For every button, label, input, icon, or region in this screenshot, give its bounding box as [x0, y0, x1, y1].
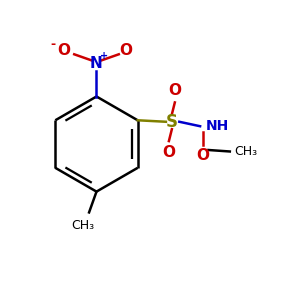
- Text: O: O: [57, 43, 70, 58]
- Text: O: O: [120, 43, 133, 58]
- Text: NH: NH: [206, 119, 229, 133]
- Text: +: +: [100, 51, 108, 62]
- Text: N: N: [90, 56, 103, 71]
- Text: O: O: [196, 148, 210, 164]
- Text: O: O: [162, 146, 176, 160]
- Text: CH₃: CH₃: [72, 219, 95, 232]
- Text: O: O: [168, 83, 181, 98]
- Text: S: S: [166, 113, 178, 131]
- Text: -: -: [51, 38, 56, 51]
- Text: CH₃: CH₃: [234, 145, 257, 158]
